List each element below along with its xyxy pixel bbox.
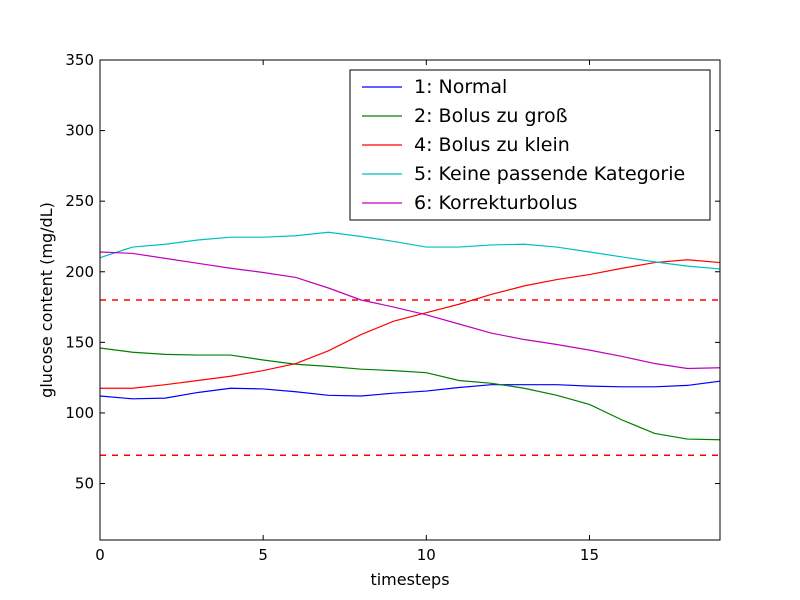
reference-lines — [100, 299, 720, 457]
series-line-2 — [99, 347, 721, 441]
x-tick-label: 0 — [95, 546, 105, 564]
legend-label-2: 2: Bolus zu groß — [414, 105, 568, 127]
y-axis-label: glucose content (mg/dL) — [37, 202, 56, 398]
legend-box — [349, 69, 711, 221]
legend-label-5: 6: Korrekturbolus — [414, 192, 577, 214]
y-tick-label: 250 — [65, 192, 94, 210]
y-tick-label: 300 — [65, 122, 94, 140]
series-line-1 — [99, 380, 721, 400]
series-line-5 — [99, 251, 721, 370]
y-tick-label: 150 — [65, 333, 94, 351]
plot-frame — [99, 59, 721, 541]
y-tick-label: 350 — [65, 51, 94, 69]
legend: 1: Normal 2: Bolus zu groß 4: Bolus zu kle… — [349, 69, 711, 221]
y-tick-label: 200 — [65, 263, 94, 281]
x-tick-label: 15 — [580, 546, 599, 564]
x-axis-ticks: 0 5 10 15 — [95, 60, 599, 564]
y-axis-ticks: 50 100 150 200 250 300 350 — [65, 51, 720, 493]
x-axis-label: timesteps — [370, 570, 449, 589]
legend-label-4: 5: Keine passende Kategorie — [414, 163, 685, 185]
x-tick-label: 5 — [258, 546, 268, 564]
y-tick-label: 50 — [75, 475, 94, 493]
series-lines — [99, 231, 721, 441]
series-line-4 — [99, 231, 721, 270]
legend-label-3: 4: Bolus zu klein — [414, 134, 570, 156]
x-tick-label: 10 — [417, 546, 436, 564]
series-line-3 — [100, 259, 721, 389]
legend-label-1: 1: Normal — [414, 76, 507, 98]
y-tick-label: 100 — [65, 404, 94, 422]
